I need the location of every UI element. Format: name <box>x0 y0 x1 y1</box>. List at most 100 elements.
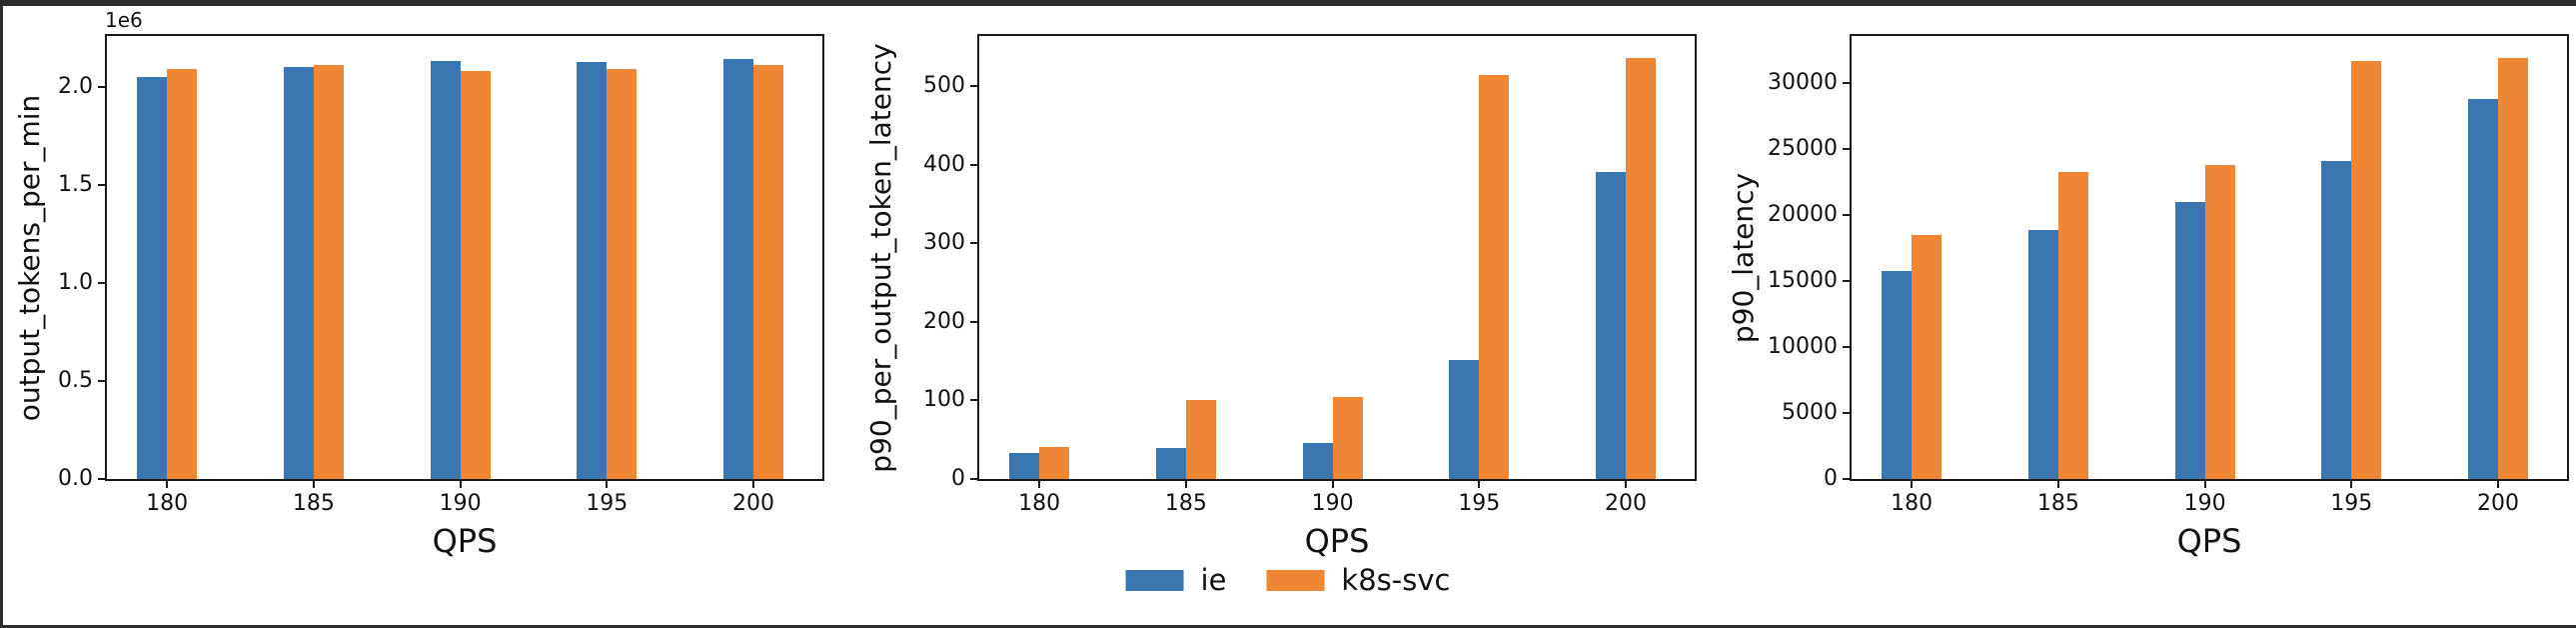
y-tick-label: 2.0 <box>58 73 93 99</box>
y-tick-mark <box>98 183 105 186</box>
x-tick-mark <box>166 481 169 488</box>
bar-ie-190 <box>2174 202 2205 479</box>
x-tick-label: 190 <box>439 491 482 516</box>
y-tick-label: 10000 <box>1768 334 1838 360</box>
x-tick-mark <box>606 481 609 488</box>
bar-k8s-svc-180 <box>1912 235 1942 479</box>
y-tick-label: 5000 <box>1782 400 1838 426</box>
y-axis-offset-label: 1e6 <box>105 8 143 32</box>
bar-ie-195 <box>577 62 608 479</box>
x-axis-label: QPS <box>432 522 498 560</box>
y-tick-label: 300 <box>923 230 965 256</box>
bar-k8s-svc-180 <box>167 69 198 479</box>
bar-ie-180 <box>1009 453 1040 479</box>
bar-ie-190 <box>1302 442 1333 479</box>
x-tick-label: 190 <box>2183 491 2226 516</box>
y-tick-label: 0.5 <box>58 367 93 393</box>
y-tick-mark <box>98 478 105 480</box>
y-tick-mark <box>970 85 977 88</box>
y-axis-label: p90_latency <box>1727 172 1760 343</box>
x-tick-mark <box>1911 481 1914 488</box>
y-tick-mark <box>970 163 977 166</box>
y-tick-mark <box>970 242 977 245</box>
bar-k8s-svc-190 <box>460 71 491 479</box>
x-tick-mark <box>752 481 755 488</box>
y-tick-mark <box>98 379 105 382</box>
y-tick-label: 15000 <box>1768 268 1838 294</box>
y-tick-label: 500 <box>923 73 965 99</box>
y-tick-label: 1.5 <box>58 171 93 197</box>
bar-k8s-svc-200 <box>753 65 784 479</box>
bar-ie-185 <box>283 67 314 479</box>
y-tick-label: 400 <box>923 151 965 177</box>
window-frame-top <box>0 0 2576 6</box>
legend: ie k8s-svc <box>1125 563 1450 597</box>
y-tick-mark <box>970 478 977 480</box>
legend-entry-k8s-svc: k8s-svc <box>1266 566 1450 595</box>
y-tick-mark <box>98 281 105 284</box>
y-tick-mark <box>970 320 977 323</box>
x-tick-label: 195 <box>1458 491 1501 516</box>
bar-k8s-svc-195 <box>1479 75 1510 479</box>
x-axis-label: QPS <box>1304 522 1370 560</box>
y-tick-label: 200 <box>923 308 965 334</box>
y-tick-label: 20000 <box>1768 202 1838 228</box>
y-tick-mark <box>1843 148 1850 151</box>
subplot-output-tokens-per-min: output_tokens_per_min QPS 1e6 0.0 0.5 1.0 1… <box>13 10 824 557</box>
y-tick-mark <box>1843 478 1850 480</box>
legend-swatch-ie <box>1125 570 1184 591</box>
bar-ie-200 <box>2468 99 2499 479</box>
x-tick-label: 180 <box>146 491 189 516</box>
x-tick-mark <box>2203 481 2206 488</box>
x-tick-mark <box>1625 481 1628 488</box>
bar-ie-195 <box>2321 160 2352 479</box>
x-tick-label: 185 <box>2036 491 2079 516</box>
x-tick-label: 185 <box>292 491 335 516</box>
bar-k8s-svc-195 <box>607 69 638 479</box>
x-tick-label: 200 <box>732 491 775 516</box>
y-tick-mark <box>1843 280 1850 283</box>
y-tick-mark <box>1843 214 1850 217</box>
bar-k8s-svc-190 <box>1332 396 1363 479</box>
x-tick-mark <box>1331 481 1334 488</box>
y-tick-mark <box>1843 82 1850 85</box>
y-tick-label: 0 <box>951 466 965 491</box>
x-tick-mark <box>459 481 462 488</box>
x-tick-label: 195 <box>2330 491 2373 516</box>
x-tick-mark <box>1184 481 1187 488</box>
y-tick-label: 30000 <box>1768 70 1838 96</box>
bar-k8s-svc-185 <box>313 65 344 479</box>
y-tick-mark <box>970 399 977 402</box>
window-frame-left <box>0 0 3 628</box>
x-tick-mark <box>312 481 315 488</box>
bar-ie-190 <box>430 60 461 479</box>
bar-k8s-svc-200 <box>1626 58 1657 479</box>
bar-k8s-svc-195 <box>2351 61 2382 479</box>
x-axis-label: QPS <box>2176 522 2242 560</box>
x-tick-label: 180 <box>1018 491 1061 516</box>
x-tick-label: 180 <box>1891 491 1933 516</box>
bar-ie-200 <box>723 58 754 479</box>
x-tick-label: 200 <box>2477 491 2520 516</box>
bar-k8s-svc-190 <box>2204 164 2235 479</box>
bar-ie-180 <box>137 77 168 479</box>
legend-entry-ie: ie <box>1125 563 1227 597</box>
legend-label-ie: ie <box>1200 563 1227 597</box>
bar-ie-185 <box>1155 447 1186 479</box>
x-tick-label: 190 <box>1311 491 1354 516</box>
y-tick-label: 1.0 <box>58 269 93 295</box>
bar-k8s-svc-180 <box>1039 446 1070 479</box>
bar-k8s-svc-185 <box>1185 399 1216 479</box>
subplot-p90-latency: p90_latency QPS 0 5000 10000 15000 20000 2500… <box>1727 34 2569 557</box>
bar-ie-200 <box>1596 171 1627 479</box>
legend-swatch-k8s-svc <box>1266 570 1325 591</box>
y-tick-label: 0 <box>1824 466 1838 491</box>
y-axis-label: output_tokens_per_min <box>13 94 46 421</box>
y-tick-label: 100 <box>923 387 965 413</box>
x-tick-mark <box>2350 481 2353 488</box>
y-tick-mark <box>98 85 105 88</box>
x-tick-label: 200 <box>1605 491 1648 516</box>
legend-label-k8s-svc: k8s-svc <box>1341 563 1451 597</box>
x-tick-mark <box>2056 481 2059 488</box>
x-tick-mark <box>1038 481 1041 488</box>
